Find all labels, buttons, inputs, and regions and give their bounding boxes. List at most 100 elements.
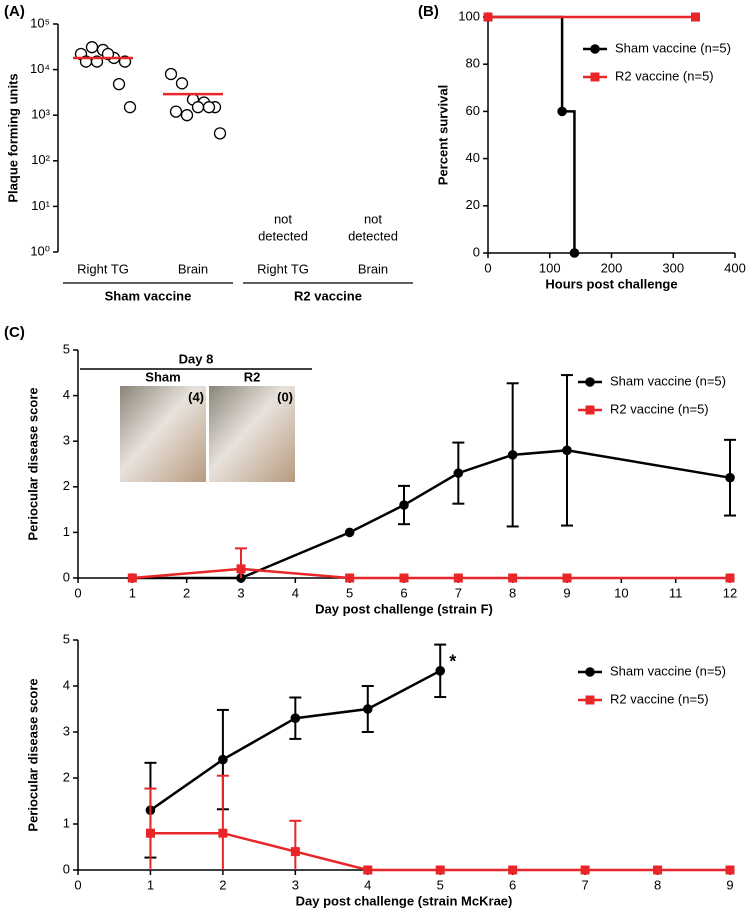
- data-point: [145, 828, 155, 838]
- data-point: [345, 573, 355, 583]
- annotation: detected: [258, 228, 308, 243]
- y-tick-label: 10⁵: [30, 15, 50, 30]
- x-category-label: Brain: [178, 261, 208, 276]
- x-tick-label: 300: [662, 260, 684, 275]
- data-point: [562, 445, 572, 456]
- x-axis-title: Day post challenge (strain McKrae): [296, 893, 513, 908]
- y-tick-label: 20: [466, 197, 480, 212]
- data-point: [562, 573, 572, 583]
- data-point: [180, 109, 194, 122]
- x-tick-label: 8: [654, 877, 661, 892]
- y-tick-label: 0: [473, 244, 480, 259]
- data-point: [363, 865, 373, 875]
- y-axis-title: Percent survival: [435, 85, 450, 185]
- data-point: [569, 248, 580, 258]
- data-point: [112, 77, 126, 91]
- legend-marker: [585, 667, 595, 677]
- inset-score: (4): [188, 389, 204, 404]
- group-label: R2 vaccine: [294, 288, 362, 303]
- x-tick-label: 100: [539, 260, 561, 275]
- y-tick-label: 10²: [31, 152, 50, 167]
- data-point: [191, 101, 205, 114]
- y-tick-label: 60: [466, 103, 480, 118]
- data-point: [453, 468, 464, 478]
- legend-label: R2 vaccine (n=5): [615, 68, 714, 83]
- inset-photo: [209, 386, 295, 482]
- y-tick-label: 80: [466, 56, 480, 71]
- x-axis-title: Day post challenge (strain F): [315, 601, 493, 616]
- data-point: [580, 865, 590, 875]
- data-point: [202, 101, 216, 114]
- x-tick-label: 5: [437, 877, 444, 892]
- x-tick-label: 12: [723, 585, 737, 600]
- x-tick-label: 1: [147, 877, 154, 892]
- data-point: [508, 573, 518, 583]
- x-axis-title: Hours post challenge: [545, 276, 677, 291]
- data-point: [435, 865, 445, 875]
- data-point: [85, 41, 99, 54]
- x-tick-label: 9: [563, 585, 570, 600]
- y-tick-label: 5: [63, 341, 70, 356]
- y-tick-label: 5: [63, 631, 70, 646]
- x-category-label: Right TG: [77, 261, 129, 276]
- data-point: [290, 713, 301, 723]
- y-axis-title: Periocular disease score: [25, 387, 40, 540]
- data-point: [213, 127, 227, 140]
- data-point: [725, 865, 735, 875]
- x-tick-label: 1: [129, 585, 136, 600]
- data-point: [344, 527, 355, 538]
- inset-photo: [120, 386, 206, 482]
- data-point: [557, 106, 567, 117]
- data-point: [127, 573, 137, 583]
- data-point: [218, 754, 228, 765]
- y-tick-label: 0: [63, 861, 70, 876]
- data-point: [690, 12, 700, 22]
- y-tick-label: 3: [63, 723, 70, 738]
- y-tick-label: 40: [466, 150, 480, 165]
- y-tick-label: 4: [63, 677, 70, 692]
- data-point: [164, 67, 178, 81]
- y-axis-title: Periocular disease score: [25, 678, 40, 831]
- data-point: [123, 101, 137, 114]
- legend-marker: [590, 72, 600, 82]
- inset-score: (0): [277, 389, 293, 404]
- x-tick-label: 11: [669, 585, 683, 600]
- x-tick-label: 0: [484, 260, 491, 275]
- data-point: [483, 12, 493, 22]
- inset-label: Sham: [145, 369, 180, 384]
- y-axis-title: Plaque forming units: [5, 73, 20, 202]
- y-tick-label: 4: [63, 387, 70, 402]
- y-tick-label: 1: [63, 524, 70, 539]
- x-tick-label: 2: [183, 585, 190, 600]
- data-point: [362, 704, 373, 714]
- y-tick-label: 10³: [31, 107, 50, 122]
- x-tick-label: 7: [581, 877, 588, 892]
- legend-label: Sham vaccine (n=5): [610, 663, 726, 678]
- data-point: [653, 865, 663, 875]
- x-tick-label: 400: [724, 260, 746, 275]
- data-point: [725, 573, 735, 583]
- y-tick-label: 10⁰: [30, 243, 50, 258]
- y-tick-label: 10¹: [31, 198, 50, 213]
- data-point: [169, 105, 183, 118]
- series-line: [149, 669, 441, 812]
- x-tick-label: 0: [74, 585, 81, 600]
- data-point: [399, 500, 409, 510]
- inset-title: Day 8: [179, 351, 214, 366]
- panel-label: (A): [4, 3, 25, 20]
- point-label: *: [449, 652, 456, 672]
- x-tick-label: 5: [346, 585, 353, 600]
- data-point: [453, 573, 463, 583]
- data-point: [725, 472, 735, 483]
- legend-label: Sham vaccine (n=5): [615, 40, 731, 55]
- y-tick-label: 100: [458, 8, 480, 23]
- legend-marker: [585, 405, 595, 415]
- x-tick-label: 8: [509, 585, 516, 600]
- inset-label: R2: [244, 369, 261, 384]
- data-point: [236, 564, 246, 574]
- panel-label: (C): [4, 324, 25, 341]
- x-tick-label: 3: [237, 585, 244, 600]
- data-point: [508, 865, 518, 875]
